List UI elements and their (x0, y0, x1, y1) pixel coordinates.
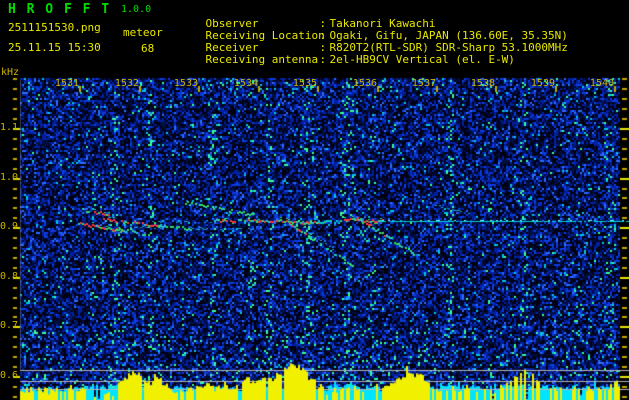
y-tick-label: 1.0 (0, 172, 19, 183)
header-field-row: Receiving antenna: 2el-HB9CV Vertical (el… (179, 40, 515, 79)
field-label: Observer (205, 17, 259, 30)
header-field-row: Receiver: R820T2(RTL-SDR) SDR-Sharp 53.10… (179, 28, 568, 67)
datetime-label: 25.11.15 15:30 (8, 41, 101, 54)
x-tick-label: 1537 (411, 78, 436, 89)
y-tick-label: 0.9 (0, 221, 19, 232)
x-tick-label: 1533 (173, 78, 198, 89)
header-field-row: Observer: Takanori Kawachi (179, 4, 436, 43)
y-tick-label: 0.6 (0, 370, 19, 381)
x-tick-label: 1535 (292, 78, 317, 89)
field-value: Ogaki, Gifu, JAPAN (136.60E, 35.35N) (329, 29, 568, 42)
field-label: Receiving Location (205, 29, 325, 42)
meteor-count: 68 (141, 42, 155, 55)
header-field-row: Receiving Location: Ogaki, Gifu, JAPAN (1… (179, 16, 568, 55)
filename-label: 2511151530.png (8, 21, 101, 34)
field-label: Receiver (205, 41, 259, 54)
field-colon: : (319, 29, 327, 42)
field-colon: : (319, 41, 327, 54)
mode-label: meteor (123, 26, 163, 39)
y-tick-label: 0.7 (0, 320, 19, 331)
y-tick-label: 1.1 (0, 122, 19, 133)
field-value: 2el-HB9CV Vertical (el. E-W) (329, 53, 515, 66)
field-colon: : (319, 17, 327, 30)
x-tick-label: 1540 (589, 78, 614, 89)
x-tick-label: 1536 (352, 78, 377, 89)
field-value: Takanori Kawachi (329, 17, 436, 30)
x-tick-label: 1539 (530, 78, 555, 89)
x-tick-label: 1534 (233, 78, 258, 89)
y-axis-unit-label: kHz (1, 67, 20, 78)
field-value: R820T2(RTL-SDR) SDR-Sharp 53.1000MHz (329, 41, 568, 54)
field-colon: : (319, 53, 327, 66)
x-tick-label: 1538 (470, 78, 495, 89)
version-label: 1.0.0 (121, 4, 152, 15)
app-title: H R O F F T (8, 2, 111, 17)
x-tick-label: 1531 (54, 78, 79, 89)
field-label: Receiving antenna (205, 53, 319, 66)
y-tick-label: 0.8 (0, 271, 19, 282)
x-tick-label: 1532 (114, 78, 139, 89)
